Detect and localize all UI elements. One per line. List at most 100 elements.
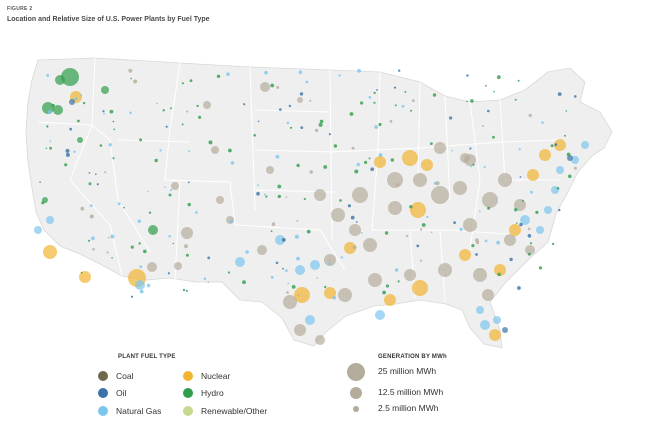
coal-plant-marker <box>294 324 306 336</box>
oil-plant-marker <box>167 272 170 275</box>
gas-plant-marker <box>340 256 343 259</box>
hydro-plant-marker <box>53 105 63 115</box>
coal-plant-marker <box>482 192 498 208</box>
oil-plant-marker <box>299 92 304 96</box>
hydro-plant-marker <box>291 285 296 289</box>
hydro-plant-marker <box>99 144 103 147</box>
gas-plant-marker <box>264 193 267 196</box>
coal-plant-marker <box>106 251 109 254</box>
gas-plant-marker <box>295 265 305 275</box>
hydro-plant-marker <box>227 271 231 274</box>
nuclear-plant-marker <box>344 242 356 254</box>
hydro-plant-marker <box>556 187 560 190</box>
coal-plant-marker <box>226 216 234 224</box>
gas-plant-marker <box>480 320 490 330</box>
oil-plant-marker <box>449 116 453 120</box>
coal-plant-marker <box>438 263 452 277</box>
legend-swatch <box>183 406 193 416</box>
nuclear-plant-marker <box>410 202 426 218</box>
gas-plant-marker <box>73 150 76 153</box>
oil-plant-marker <box>185 289 188 292</box>
oil-plant-marker <box>328 133 331 136</box>
hydro-plant-marker <box>323 165 328 169</box>
nuclear-plant-marker <box>527 169 539 181</box>
gas-plant-marker <box>360 231 363 234</box>
coal-plant-marker <box>315 335 325 345</box>
gas-plant-marker <box>356 162 360 167</box>
oil-plant-marker <box>567 155 573 161</box>
hydro-plant-marker <box>409 205 413 209</box>
hydro-plant-marker <box>324 285 327 289</box>
hydro-plant-marker <box>198 115 202 119</box>
coal-plant-marker <box>92 247 95 251</box>
coal-plant-marker <box>283 295 297 309</box>
oil-plant-marker <box>453 221 456 225</box>
oil-plant-marker <box>288 104 292 108</box>
hydro-plant-marker <box>123 206 125 209</box>
gas-plant-marker <box>426 215 429 219</box>
us-power-plant-map <box>25 57 613 349</box>
coal-plant-marker <box>482 289 494 301</box>
gas-plant-marker <box>229 219 234 224</box>
hydro-plant-marker <box>181 123 184 126</box>
coal-plant-marker <box>453 181 467 195</box>
gas-plant-marker <box>536 226 544 234</box>
gas-plant-marker <box>483 166 486 169</box>
legend-label: Natural Gas <box>116 406 162 416</box>
gas-plant-marker <box>378 153 383 158</box>
hydro-plant-marker <box>277 194 281 199</box>
coal-plant-marker <box>430 231 433 234</box>
coal-plant-marker <box>184 244 188 249</box>
nuclear-plant-marker <box>554 139 566 151</box>
gas-plant-marker <box>235 257 245 267</box>
nuclear-plant-marker <box>43 245 57 259</box>
oil-plant-marker <box>165 125 168 128</box>
legend-label: Nuclear <box>201 371 231 381</box>
coal-plant-marker <box>352 187 368 203</box>
coal-plant-marker <box>147 262 157 272</box>
gas-plant-marker <box>493 316 501 324</box>
hydro-plant-marker <box>46 125 49 128</box>
coal-plant-marker <box>411 99 415 103</box>
oil-plant-marker <box>487 109 490 113</box>
legend-swatch <box>98 371 108 381</box>
coal-plant-marker <box>286 291 289 294</box>
hydro-plant-marker <box>277 184 282 189</box>
coal-plant-marker <box>405 234 409 238</box>
generation-size-circle <box>349 386 363 400</box>
hydro-plant-marker <box>517 79 520 82</box>
hydro-plant-marker <box>296 163 300 168</box>
gas-plant-marker <box>401 104 405 108</box>
gas-plant-marker <box>581 141 589 149</box>
nuclear-plant-marker <box>374 156 386 168</box>
oil-plant-marker <box>466 74 469 77</box>
hydro-plant-marker <box>80 271 83 274</box>
hydro-plant-marker <box>564 134 567 137</box>
hydro-plant-marker <box>373 101 376 104</box>
coal-plant-marker <box>156 102 158 105</box>
gas-plant-marker <box>442 269 444 271</box>
oil-plant-marker <box>39 181 41 183</box>
oil-plant-marker <box>282 267 284 270</box>
gas-plant-marker <box>257 184 259 187</box>
hydro-plant-marker <box>550 144 554 148</box>
hydro-plant-marker <box>430 142 433 145</box>
hydro-plant-marker <box>265 195 268 198</box>
gas-plant-marker <box>275 235 285 245</box>
coal-plant-marker <box>309 99 312 102</box>
oil-plant-marker <box>207 256 211 260</box>
coal-plant-marker <box>388 201 402 215</box>
coal-plant-marker <box>297 294 299 297</box>
oil-plant-marker <box>130 295 134 298</box>
nuclear-plant-marker <box>421 159 433 171</box>
coal-plant-marker <box>475 238 479 243</box>
hydro-plant-marker <box>49 146 52 150</box>
hydro-plant-marker <box>185 253 189 257</box>
oil-plant-marker <box>502 327 508 333</box>
nuclear-plant-marker <box>539 149 551 161</box>
coal-plant-marker <box>419 259 422 262</box>
coal-plant-marker <box>207 281 209 283</box>
nuclear-plant-marker <box>412 280 428 296</box>
hydro-plant-marker <box>216 74 221 78</box>
gas-plant-marker <box>294 234 299 239</box>
